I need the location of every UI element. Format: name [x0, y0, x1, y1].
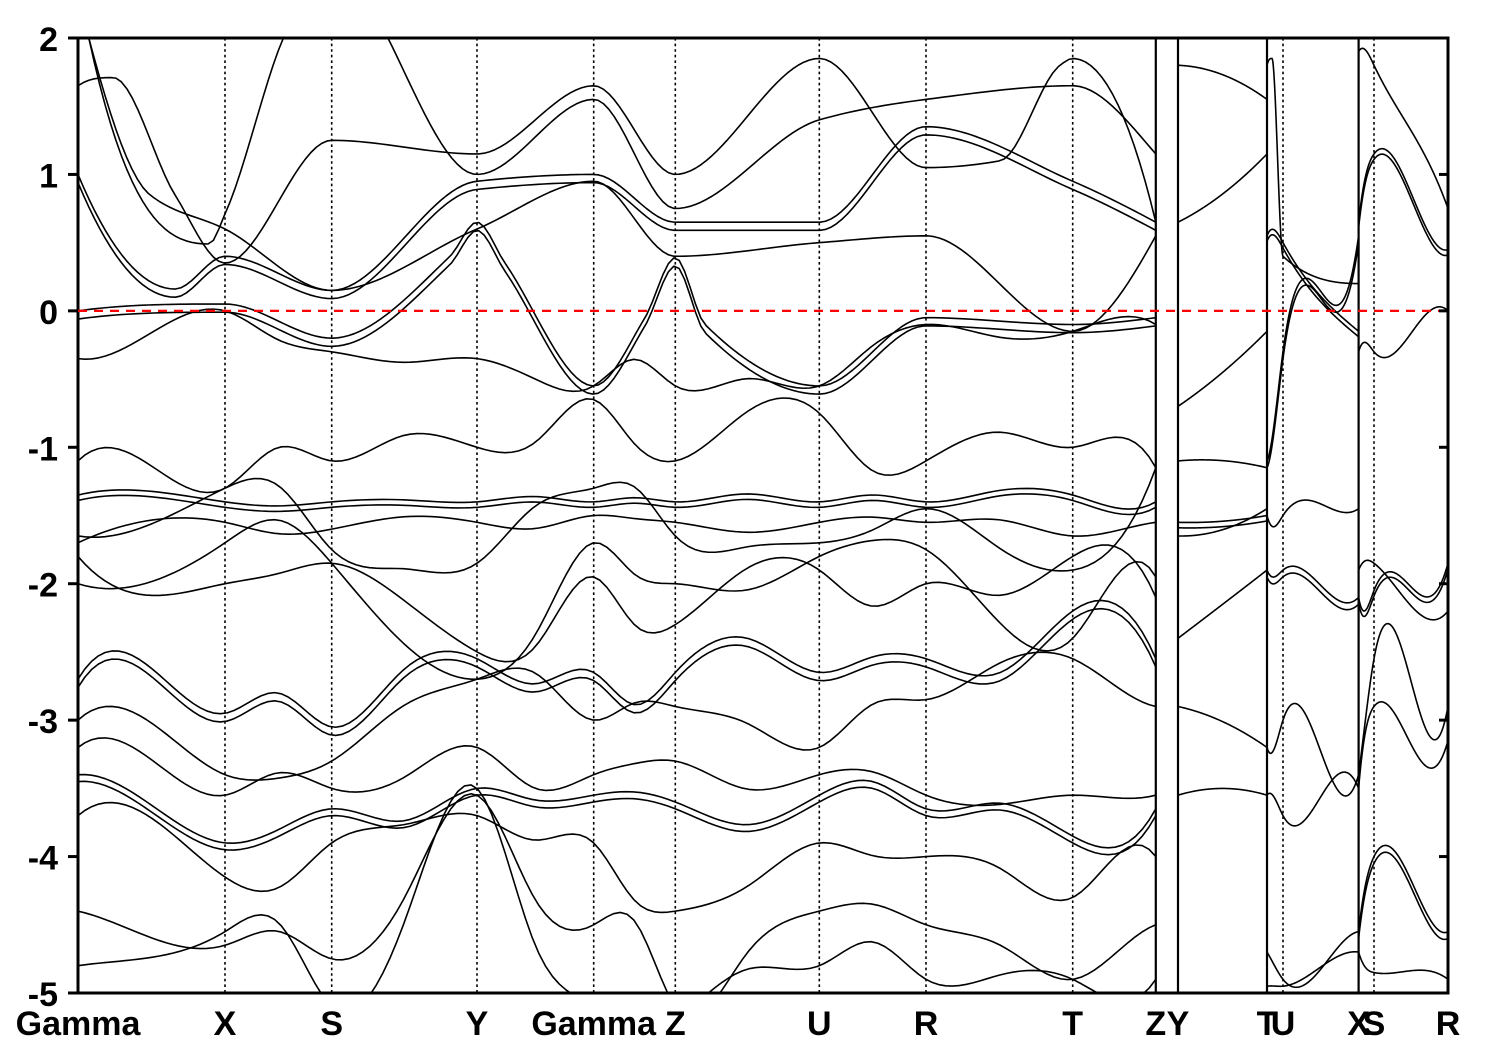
svg-text:R: R — [914, 1005, 939, 1043]
svg-text:Z: Z — [1145, 1005, 1166, 1043]
svg-text:T: T — [1062, 1005, 1083, 1043]
svg-text:Gamma: Gamma — [16, 1005, 142, 1043]
svg-text:Y: Y — [466, 1005, 489, 1043]
svg-text:U: U — [807, 1005, 832, 1043]
svg-text:S: S — [320, 1005, 343, 1043]
svg-text:0: 0 — [39, 294, 58, 332]
svg-text:Gamma: Gamma — [531, 1005, 657, 1043]
svg-text:U: U — [1271, 1005, 1296, 1043]
svg-text:R: R — [1436, 1005, 1461, 1043]
svg-text:X: X — [214, 1005, 237, 1043]
svg-text:Y: Y — [1167, 1005, 1190, 1043]
svg-text:2: 2 — [39, 21, 58, 59]
svg-text:-4: -4 — [28, 840, 58, 878]
svg-text:-2: -2 — [28, 567, 58, 605]
svg-text:1: 1 — [39, 157, 58, 195]
svg-text:Z: Z — [665, 1005, 686, 1043]
svg-text:S: S — [1363, 1005, 1386, 1043]
svg-text:-1: -1 — [28, 430, 58, 468]
svg-text:-3: -3 — [28, 703, 58, 741]
